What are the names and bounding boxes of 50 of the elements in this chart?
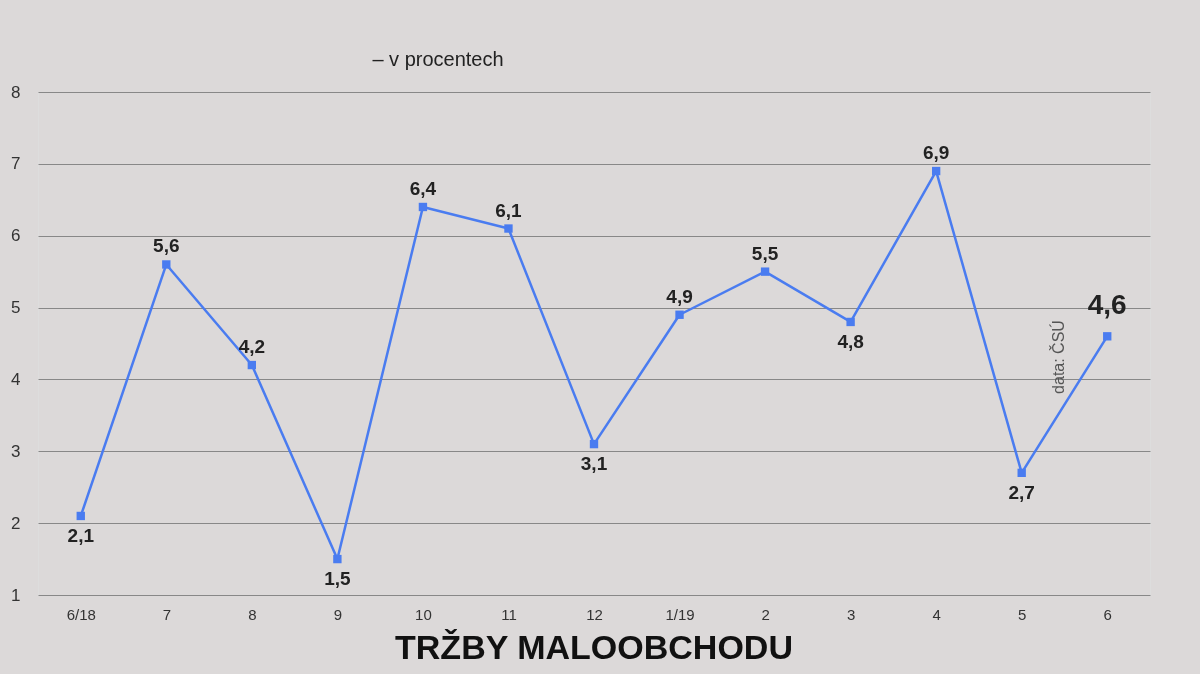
x-tick-label: 8: [248, 605, 257, 623]
y-tick-label: 3: [11, 441, 21, 461]
point: [931, 166, 941, 176]
data-label: 3,1: [580, 453, 608, 475]
point: [675, 310, 684, 319]
data-label: 6,4: [409, 177, 437, 199]
data-label: 4,8: [837, 330, 864, 352]
data-label: 6,1: [495, 199, 523, 221]
point: [333, 554, 342, 564]
x-tick-label: 2: [761, 605, 770, 623]
x-tick-label: 6: [1103, 605, 1112, 623]
data-label: 4,6: [1087, 289, 1127, 321]
y-tick-label: 2: [11, 513, 21, 533]
data-label: 4,2: [238, 336, 266, 358]
point: [1103, 332, 1112, 341]
point: [76, 511, 85, 521]
y-tick-label: 1: [11, 585, 21, 605]
x-tick-label: 6/18: [66, 605, 96, 623]
chart-subtitle: – v procentech: [372, 48, 504, 70]
point: [589, 439, 599, 449]
point: [760, 267, 770, 276]
x-tick-label: 10: [415, 605, 432, 623]
point: [247, 360, 257, 370]
x-tick-label: 3: [846, 605, 856, 623]
y-tick-label: 4: [11, 369, 21, 389]
x-tick-label: 5: [1018, 605, 1027, 623]
data-label: 6,9: [922, 142, 950, 164]
y-tick-label: 6: [11, 226, 21, 246]
point: [162, 260, 171, 269]
point: [1017, 468, 1026, 478]
y-tick-label: 8: [11, 82, 21, 102]
x-tick-label: 4: [932, 605, 941, 623]
point: [504, 224, 513, 233]
x-tick-label: 1/19: [665, 605, 695, 623]
data-label: 2,7: [1008, 481, 1035, 503]
x-tick-label: 9: [333, 605, 343, 623]
data-label: 1,5: [324, 568, 352, 590]
text: TRŽBY MALOOBCHODU: [395, 628, 793, 666]
y-tick-label: 7: [11, 154, 21, 174]
point: [418, 202, 428, 212]
data-label: 5,5: [751, 242, 779, 264]
annotation: data: ČSÚ: [1049, 320, 1068, 394]
point: [846, 317, 855, 327]
x-tick-label: 7: [162, 605, 171, 623]
data-label: 2,1: [67, 524, 95, 546]
data-label: 5,6: [153, 235, 180, 257]
data-label: 4,9: [666, 285, 693, 307]
x-tick-label: 12: [586, 605, 603, 623]
y-tick-label: 5: [11, 298, 21, 318]
x-tick-label: 11: [501, 605, 517, 623]
